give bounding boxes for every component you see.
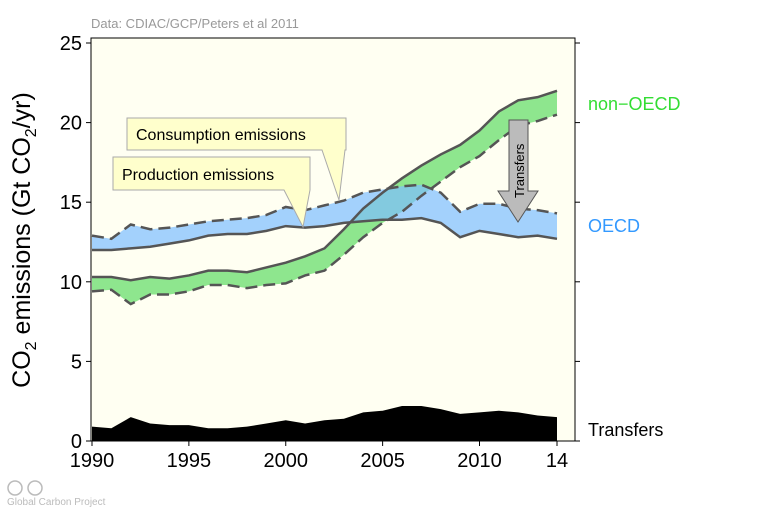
series-line-oecd-consumption xyxy=(91,183,558,241)
y-tick-label: 15 xyxy=(60,192,82,214)
cc-icons xyxy=(7,480,43,496)
production-callout: Production emissions xyxy=(112,156,311,229)
svg-text:Consumption emissions: Consumption emissions xyxy=(136,127,306,144)
x-tick-label: 1990 xyxy=(70,450,115,472)
source-note: Data: CDIAC/GCP/Peters et al 2011 xyxy=(91,16,299,31)
x-tick-label: 2010 xyxy=(457,450,502,472)
attribution-icon xyxy=(7,480,23,496)
y-tick-label: 5 xyxy=(71,351,82,373)
series-line-non-oecd-production xyxy=(92,89,558,282)
series-line-non-oecd-consumption xyxy=(91,113,558,306)
creative-commons-icon xyxy=(27,480,43,496)
x-tick-label: 14 xyxy=(546,450,568,472)
transfers-arrow: Transfers xyxy=(497,119,539,223)
y-tick-label: 10 xyxy=(60,272,82,294)
svg-text:Production emissions: Production emissions xyxy=(122,167,274,184)
legend-non-oecd: non−OECD xyxy=(588,94,681,114)
x-tick-label: 2005 xyxy=(360,450,405,472)
transfers-area xyxy=(92,405,557,441)
y-tick-label: 25 xyxy=(60,33,82,55)
plot-frame xyxy=(90,37,576,442)
legend-oecd: OECD xyxy=(588,216,640,236)
non-oecd-band xyxy=(92,90,557,305)
svg-text:Transfers: Transfers xyxy=(512,143,527,198)
y-tick-label: 0 xyxy=(71,431,82,453)
y-tick-label: 20 xyxy=(60,113,82,135)
series-line-oecd-production xyxy=(92,216,558,252)
footer-credit: Global Carbon Project xyxy=(7,497,106,508)
x-tick-label: 2000 xyxy=(264,450,309,472)
consumption-callout: Consumption emissions xyxy=(126,117,347,201)
oecd-band xyxy=(92,184,557,250)
y-axis-label: CO2 emissions (Gt CO2/yr) xyxy=(8,92,40,388)
legend-transfers: Transfers xyxy=(588,420,663,440)
x-tick-label: 1995 xyxy=(167,450,212,472)
